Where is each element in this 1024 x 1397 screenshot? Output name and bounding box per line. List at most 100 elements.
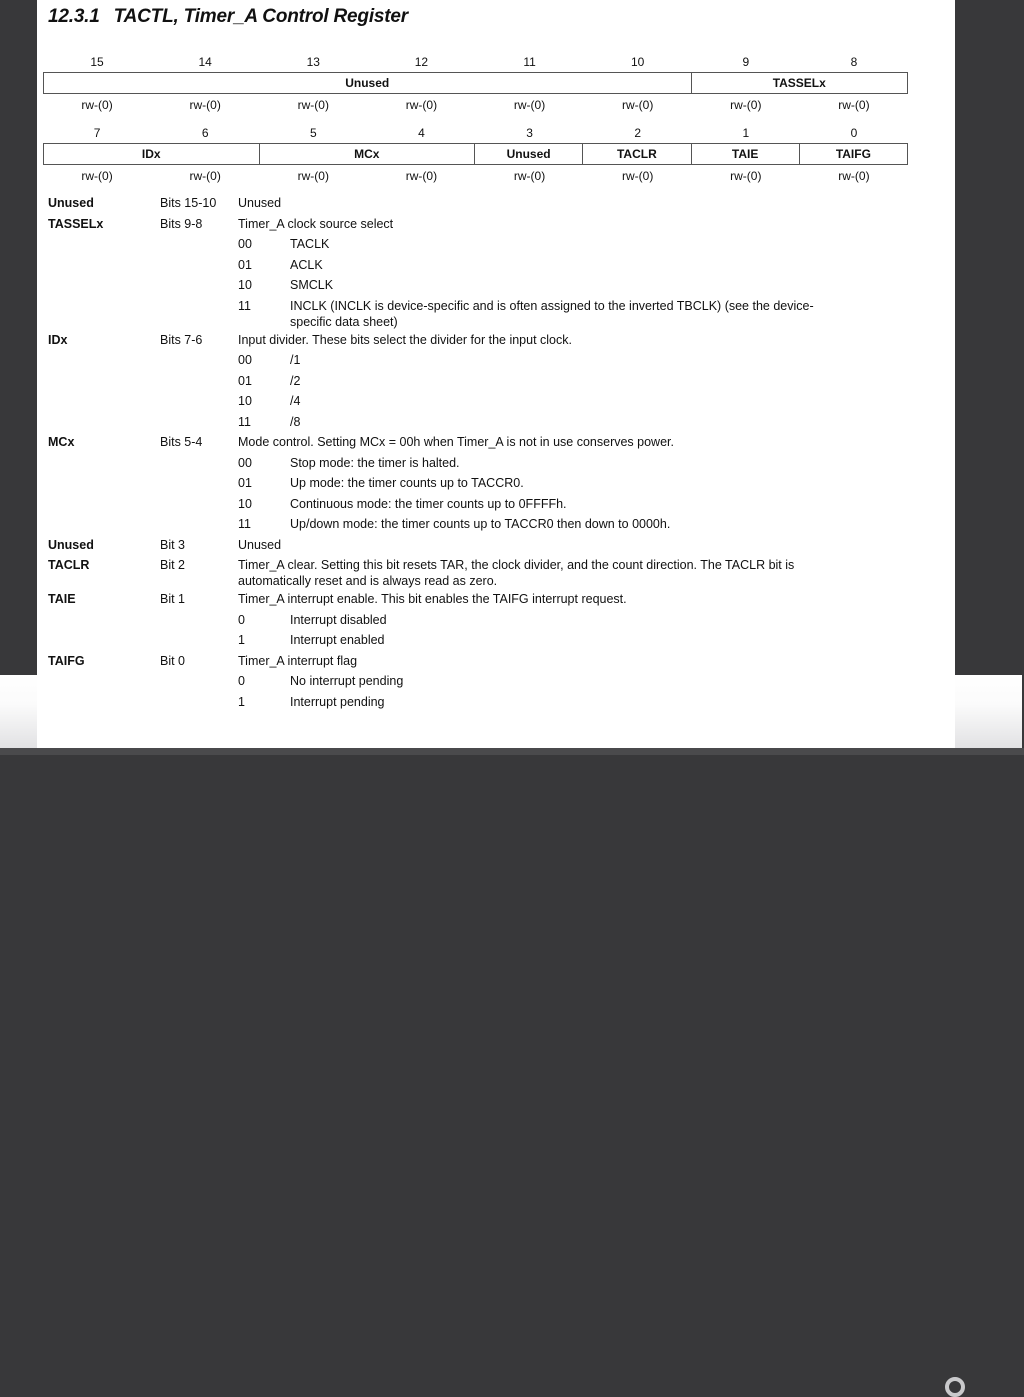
access-type: rw-(0) xyxy=(513,169,546,183)
option-meaning: TACLK xyxy=(290,237,330,251)
bit-number: 10 xyxy=(631,55,645,69)
option-meaning: Continuous mode: the timer counts up to … xyxy=(290,496,567,511)
section-title: TACTL, Timer_A Control Register xyxy=(113,6,409,27)
access-type: rw-(0) xyxy=(81,98,113,112)
option-meaning: INCLK (INCLK is device-specific and is o… xyxy=(290,298,814,329)
option-code: 01 xyxy=(238,373,252,388)
field-option: 11 Up/down mode: the timer counts up to T… xyxy=(48,514,938,535)
option-code: 11 xyxy=(238,517,251,531)
field-option: 01 ACLK xyxy=(48,255,938,276)
access-type: rw-(0) xyxy=(81,169,113,183)
bit-number: 0 xyxy=(850,126,858,140)
access-type: rw-(0) xyxy=(513,98,546,112)
bit-number: 4 xyxy=(418,126,425,140)
bit-number: 15 xyxy=(90,55,104,69)
field-name: TAIE xyxy=(48,592,76,606)
option-meaning: /2 xyxy=(290,373,301,388)
bit-number: 8 xyxy=(850,55,858,69)
option-meaning: Up/down mode: the timer counts up to TAC… xyxy=(290,517,671,531)
option-meaning: No interrupt pending xyxy=(290,674,404,688)
option-meaning: /8 xyxy=(290,414,301,429)
field-option: 11 INCLK (INCLK is device-specific and is… xyxy=(48,296,938,330)
option-code: 00 xyxy=(238,455,252,470)
option-code: 00 xyxy=(238,237,252,251)
option-meaning: Interrupt disabled xyxy=(290,612,387,627)
bit-number: 2 xyxy=(634,126,642,140)
field-bits: Bit 0 xyxy=(160,653,186,668)
field-bits: Bits 9-8 xyxy=(160,216,203,231)
register-field: Unused xyxy=(475,144,584,164)
upper-bit-numbers: 15 14 13 12 11 10 9 8 xyxy=(43,55,908,69)
register-field: TAIE xyxy=(692,144,800,164)
option-code: 0 xyxy=(238,612,245,627)
bottom-strip xyxy=(0,748,1024,755)
bit-number: 14 xyxy=(198,55,212,69)
field-description: Timer_A clock source select xyxy=(238,216,394,231)
field-option: 10 SMCLK xyxy=(48,275,938,296)
register-field: Unused xyxy=(44,73,692,93)
lower-access-row: rw-(0) rw-(0) rw-(0) rw-(0) rw-(0) rw-(0) rw-(… xyxy=(43,169,908,183)
field-option: 10 Continuous mode: the timer counts up t… xyxy=(48,494,938,515)
option-code: 10 xyxy=(238,394,252,408)
option-meaning: Interrupt enabled xyxy=(290,633,385,647)
option-meaning: SMCLK xyxy=(290,278,334,292)
bit-number: 6 xyxy=(201,126,209,140)
field-name: Unused xyxy=(48,196,94,210)
field-row: TACLR Bit 2 Timer_A clear. Setting this bi… xyxy=(48,555,938,589)
option-code: 11 xyxy=(238,298,251,313)
access-type: rw-(0) xyxy=(297,169,329,183)
field-option: 01/2 xyxy=(48,371,938,392)
field-description: Input divider. These bits select the div… xyxy=(238,332,572,347)
option-code: 10 xyxy=(238,496,252,511)
upper-access-row: rw-(0) rw-(0) rw-(0) rw-(0) rw-(0) rw-(0) rw-(… xyxy=(43,98,908,112)
field-option: 01 Up mode: the timer counts up to TACCR0… xyxy=(48,473,938,494)
option-code: 01 xyxy=(238,476,252,490)
access-type: rw-(0) xyxy=(838,98,870,112)
field-bits: Bits 15-10 xyxy=(160,196,217,210)
lower-bit-numbers: 7 6 5 4 3 2 1 0 xyxy=(43,126,908,140)
field-bits: Bit 1 xyxy=(160,592,186,606)
field-description: Mode control. Setting MCx = 00h when Tim… xyxy=(238,435,674,449)
field-name: TASSELx xyxy=(48,216,104,231)
field-option: 10/4 xyxy=(48,391,938,412)
field-row: IDx Bits 7-6 Input divider. These bits sel… xyxy=(48,330,938,351)
upper-register-fields: Unused TASSELx xyxy=(43,72,908,94)
option-meaning: Interrupt pending xyxy=(290,694,385,709)
field-name: Unused xyxy=(48,537,94,552)
bit-number: 13 xyxy=(306,55,320,69)
bit-number: 9 xyxy=(742,55,750,69)
register-field: TACLR xyxy=(583,144,692,164)
access-type: rw-(0) xyxy=(297,98,329,112)
option-code: 10 xyxy=(238,278,252,292)
field-option: 0 No interrupt pending xyxy=(48,671,938,692)
field-row: MCx Bits 5-4 Mode control. Setting MCx = 0… xyxy=(48,432,938,453)
register-field: TASSELx xyxy=(772,76,826,90)
option-code: 11 xyxy=(238,414,251,429)
field-bits: Bits 7-6 xyxy=(160,332,203,347)
option-meaning: /4 xyxy=(290,394,301,408)
option-code: 1 xyxy=(238,694,245,709)
document-page: 12.3.1 TACTL, Timer_A Control Register 15… xyxy=(37,0,955,748)
field-row: Unused Bits 15-10 Unused xyxy=(48,193,938,214)
option-code: 01 xyxy=(238,257,252,272)
access-type: rw-(0) xyxy=(730,98,762,112)
bit-number: 5 xyxy=(309,126,317,140)
bit-number: 3 xyxy=(526,126,533,140)
option-meaning: Stop mode: the timer is halted. xyxy=(290,455,460,470)
field-row: TAIFG Bit 0 Timer_A interrupt flag xyxy=(48,651,938,672)
access-type: rw-(0) xyxy=(189,169,221,183)
field-option: 1 Interrupt pending xyxy=(48,692,938,713)
bit-number: 11 xyxy=(523,55,536,69)
field-row: TASSELx Bits 9-8 Timer_A clock source sele… xyxy=(48,214,938,235)
field-bits: Bit 3 xyxy=(160,537,186,552)
register-field: IDx xyxy=(44,144,260,164)
bit-number: 1 xyxy=(742,126,750,140)
option-meaning: Up mode: the timer counts up to TACCR0. xyxy=(290,476,524,490)
field-row: TAIE Bit 1 Timer_A interrupt enable. This … xyxy=(48,589,938,610)
field-option: 00 Stop mode: the timer is halted. xyxy=(48,453,938,474)
field-bits: Bits 5-4 xyxy=(160,435,203,449)
gear-icon[interactable] xyxy=(945,1377,965,1397)
option-meaning: ACLK xyxy=(290,257,323,272)
field-option: 0 Interrupt disabled xyxy=(48,610,938,631)
field-row: Unused Bit 3 Unused xyxy=(48,535,938,556)
